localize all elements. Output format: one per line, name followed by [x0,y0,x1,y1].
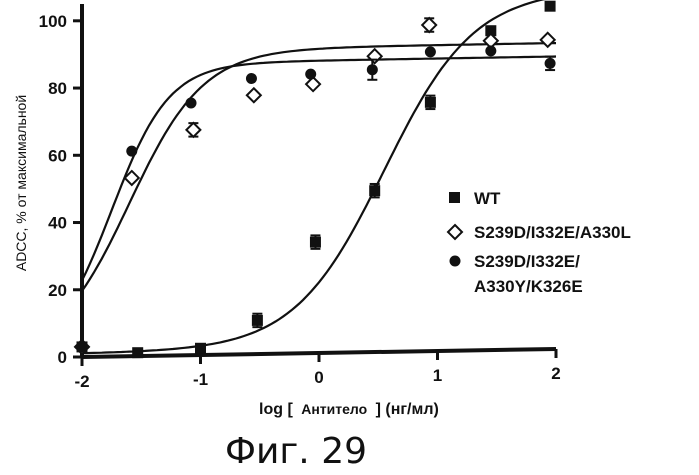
data-point-wt [309,236,321,248]
data-point-k326e [305,68,317,80]
x-axis-title: log [ Антитело ] (нг/мл) [259,401,439,418]
figure-caption: Фиг. 29 [225,431,367,472]
data-point-wt [369,185,381,197]
x-tick-label: 1 [433,366,442,385]
legend-marker-wt [449,192,460,203]
data-point-a330l [304,75,322,93]
data-point-wt [251,314,263,326]
data-point-wt [132,347,144,359]
data-point-k326e [76,341,88,353]
data-point-a330l [366,47,384,65]
data-point-a330l [539,31,557,49]
data-point-wt [424,96,436,108]
fit-curve-series-1 [81,42,556,292]
y-tick-label: 0 [58,348,67,367]
data-point-wt [485,25,497,37]
data-point-wt [195,342,206,354]
y-tick-label: 20 [48,281,67,300]
legend-marker-a330l [446,223,464,241]
data-point-k326e [126,145,138,157]
x-axis-title-antibody: Антитело [301,401,367,417]
legend-marker-k326e [449,255,461,267]
data-point-wt [544,0,556,12]
x-tick-label: 2 [551,364,560,383]
data-point-k326e [366,64,378,76]
y-axis-title: ADCC, % от максимальной [13,95,29,271]
legend-label-a330l: S239D/I332E/A330L [474,223,631,242]
fit-curves [81,0,557,355]
data-points [73,0,557,359]
y-tick-label: 40 [48,214,67,233]
axes-ticks: 0 20 40 60 80 100 -2 -1 0 1 2 [39,12,561,391]
fit-curve-series-2 [81,55,557,281]
legend-label-wt: WT [474,189,501,208]
x-tick-label: -1 [193,370,208,389]
data-point-a330l [245,86,263,104]
legend-label-k326e-line1: S239D/I332E/ [474,252,580,271]
fit-curve-series-0 [81,0,546,355]
y-tick-label: 100 [39,12,67,31]
data-point-k326e [544,57,556,69]
data-point-k326e [424,46,436,58]
data-point-a330l [420,16,438,34]
data-point-k326e [245,72,257,84]
data-point-a330l [123,169,141,187]
legend: WT S239D/I332E/A330L S239D/I332E/ A330Y/… [446,189,631,296]
data-point-k326e [485,45,497,57]
y-tick-label: 80 [48,79,67,98]
y-tick-label: 60 [48,146,67,165]
x-tick-label: 0 [314,368,323,387]
x-tick-label: -2 [74,372,89,391]
data-point-k326e [185,97,197,109]
legend-label-k326e-line2: A330Y/K326E [474,277,583,296]
x-axis-title-suffix: ] (нг/мл) [376,401,439,418]
plot-area: 0 20 40 60 80 100 -2 -1 0 1 2 [39,0,561,391]
data-point-a330l [184,121,202,139]
x-axis-title-prefix: log [ [259,401,293,418]
